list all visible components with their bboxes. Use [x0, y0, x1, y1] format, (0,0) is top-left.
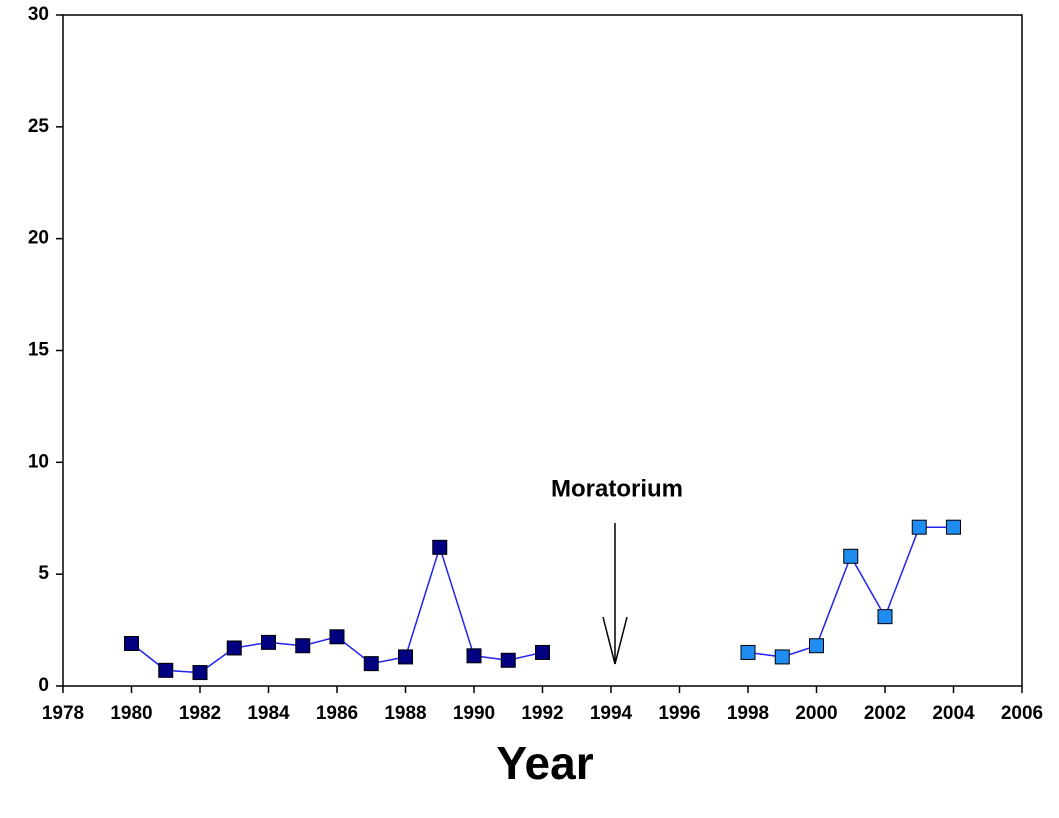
y-tick-label: 25	[28, 116, 50, 137]
marker	[809, 638, 824, 654]
y-tick-label: 10	[28, 451, 49, 472]
marker	[124, 636, 139, 652]
y-tick-label: 20	[28, 228, 49, 249]
x-tick-label: 1984	[247, 703, 290, 724]
marker	[295, 638, 311, 654]
marker	[877, 609, 893, 625]
x-tick-label: 1998	[727, 703, 769, 724]
marker	[466, 648, 482, 664]
marker	[192, 665, 208, 681]
x-tick-label: 2006	[1001, 703, 1043, 724]
y-tick-label: 15	[28, 340, 50, 361]
marker	[911, 519, 927, 535]
plot-frame	[62, 14, 1023, 687]
x-tick-label: 1980	[110, 703, 152, 724]
x-axis-label: Year	[496, 737, 593, 789]
marker	[843, 548, 859, 564]
marker	[432, 539, 448, 555]
marker	[740, 644, 756, 660]
marker	[261, 634, 276, 650]
marker	[226, 640, 242, 656]
y-tick-label: 5	[38, 563, 49, 584]
x-tick-label: 2004	[932, 703, 975, 724]
x-tick-label: 1978	[42, 703, 84, 724]
x-tick-label: 1990	[453, 703, 495, 724]
x-tick-label: 1988	[384, 703, 426, 724]
series-line	[747, 526, 954, 658]
marker	[535, 644, 550, 660]
x-tick-label: 1992	[521, 703, 563, 724]
y-tick-label: 30	[28, 4, 49, 25]
annotation-arrow	[602, 523, 628, 665]
x-tick-label: 1996	[658, 703, 700, 724]
marker	[946, 519, 961, 535]
x-tick-label: 1994	[590, 703, 633, 724]
annotation: Moratorium	[551, 475, 683, 502]
x-tick-label: 2000	[795, 703, 837, 724]
marker	[158, 662, 174, 678]
marker	[329, 629, 345, 645]
y-tick-label: 0	[38, 675, 49, 696]
x-tick-label: 1982	[179, 703, 221, 724]
marker	[500, 652, 516, 668]
marker	[774, 649, 790, 665]
x-tick-label: 1986	[316, 703, 358, 724]
marker	[398, 649, 413, 665]
marker	[363, 656, 379, 672]
x-tick-label: 2002	[864, 703, 906, 724]
